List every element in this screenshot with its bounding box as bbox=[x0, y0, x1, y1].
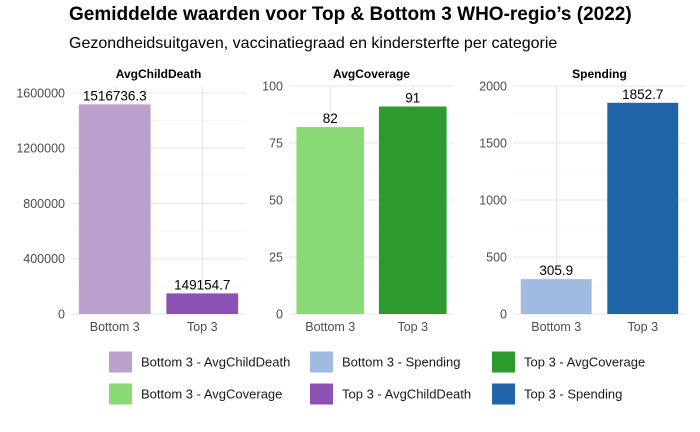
data-label: 1852.7 bbox=[622, 87, 663, 102]
legend-label: Bottom 3 - AvgCoverage bbox=[141, 387, 282, 402]
data-label: 91 bbox=[405, 91, 420, 106]
y-tick-label: 25 bbox=[269, 251, 283, 265]
legend-label: Top 3 - AvgChildDeath bbox=[342, 387, 471, 402]
chart-subtitle: Gezondheidsuitgaven, vaccinatiegraad en … bbox=[69, 35, 558, 52]
data-label: 1516736.3 bbox=[83, 88, 147, 103]
y-tick-label: 1600000 bbox=[16, 86, 65, 100]
legend-swatch bbox=[109, 351, 132, 373]
bar-avgcoverage-bottom-3 bbox=[296, 127, 365, 314]
y-tick-label: 500 bbox=[486, 251, 507, 265]
x-tick-label: Top 3 bbox=[187, 320, 218, 334]
x-tick-label: Bottom 3 bbox=[305, 320, 355, 334]
y-tick-label: 1200000 bbox=[16, 142, 65, 156]
y-tick-label: 0 bbox=[58, 308, 65, 322]
y-tick-label: 1000 bbox=[479, 194, 507, 208]
y-tick-label: 0 bbox=[276, 308, 283, 322]
legend-swatch bbox=[109, 383, 132, 405]
facet-title-spending: Spending bbox=[572, 67, 627, 81]
data-label: 149154.7 bbox=[174, 277, 230, 292]
legend-swatch bbox=[492, 383, 515, 405]
y-tick-label: 2000 bbox=[479, 80, 507, 94]
bar-avgchilddeath-bottom-3 bbox=[78, 104, 151, 315]
legend-swatch bbox=[492, 351, 515, 373]
y-tick-label: 100 bbox=[262, 80, 283, 94]
legend-swatch bbox=[310, 351, 333, 373]
legend-label: Bottom 3 - AvgChildDeath bbox=[141, 355, 290, 370]
x-tick-label: Bottom 3 bbox=[90, 320, 140, 334]
bar-spending-top-3 bbox=[607, 102, 679, 314]
y-tick-label: 800000 bbox=[23, 197, 65, 211]
legend-label: Top 3 - AvgCoverage bbox=[524, 355, 645, 370]
data-label: 305.9 bbox=[539, 263, 573, 278]
legend-label: Bottom 3 - Spending bbox=[342, 355, 461, 370]
bar-avgcoverage-top-3 bbox=[378, 106, 447, 315]
facet-title-avgchilddeath: AvgChildDeath bbox=[116, 67, 202, 81]
y-tick-label: 50 bbox=[269, 194, 283, 208]
x-tick-label: Top 3 bbox=[397, 320, 428, 334]
data-label: 82 bbox=[323, 111, 338, 126]
facet-title-avgcoverage: AvgCoverage bbox=[333, 67, 410, 81]
legend-label: Top 3 - Spending bbox=[524, 387, 622, 402]
y-tick-label: 400000 bbox=[23, 252, 65, 266]
bar-avgchilddeath-top-3 bbox=[166, 293, 239, 314]
y-tick-label: 75 bbox=[269, 137, 283, 151]
x-tick-label: Top 3 bbox=[627, 320, 658, 334]
bar-spending-bottom-3 bbox=[520, 279, 592, 314]
y-tick-label: 1500 bbox=[479, 137, 507, 151]
y-tick-label: 0 bbox=[500, 308, 507, 322]
chart-title: Gemiddelde waarden voor Top & Bottom 3 W… bbox=[69, 4, 632, 25]
legend-swatch bbox=[310, 383, 333, 405]
x-tick-label: Bottom 3 bbox=[531, 320, 581, 334]
